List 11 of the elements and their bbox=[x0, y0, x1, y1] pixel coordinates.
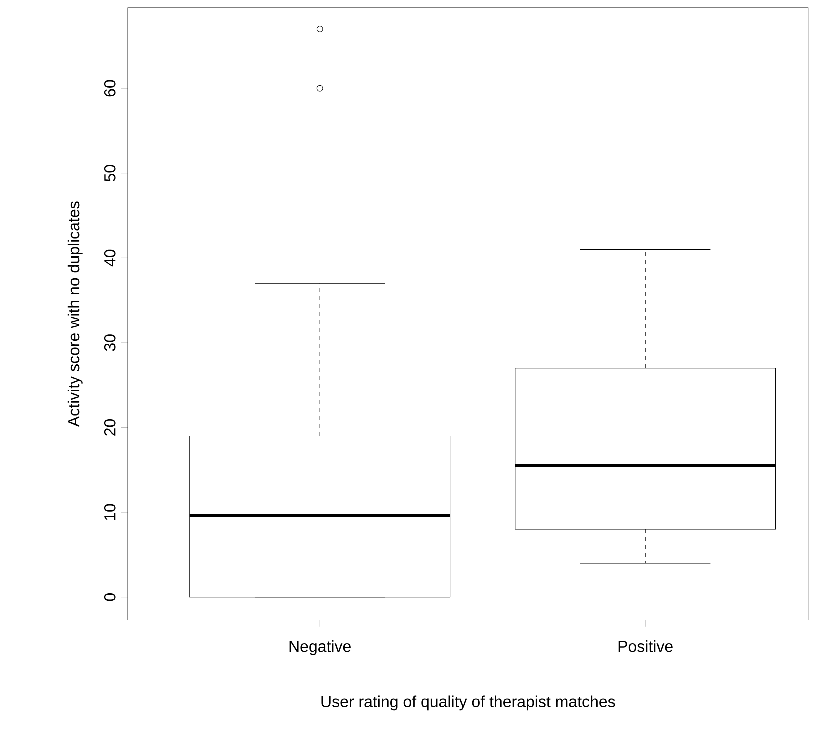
y-tick-label: 30 bbox=[104, 334, 116, 352]
y-tick-label: 40 bbox=[104, 250, 116, 267]
y-tick-label: 20 bbox=[104, 419, 116, 436]
y-axis-title: Activity score with no duplicates bbox=[68, 202, 83, 428]
x-axis-title: User rating of quality of therapist matches bbox=[322, 696, 616, 711]
x-tick-label: Negative bbox=[290, 640, 351, 656]
y-tick-label: 0 bbox=[104, 594, 116, 602]
y-tick-label: 60 bbox=[104, 80, 116, 97]
y-tick-label: 50 bbox=[104, 165, 116, 182]
y-tick-label: 10 bbox=[104, 504, 116, 520]
x-tick-label: Positive bbox=[618, 640, 673, 652]
